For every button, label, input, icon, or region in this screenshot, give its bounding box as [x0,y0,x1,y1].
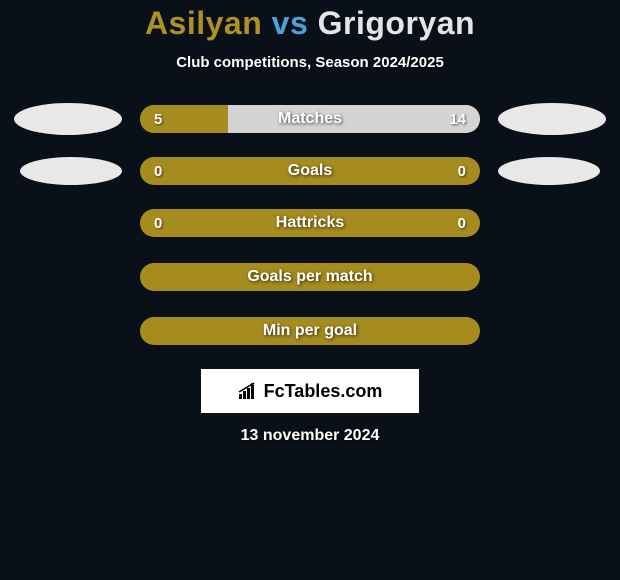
title-player2: Grigoryan [318,5,475,41]
spacer [498,207,606,239]
spacer [498,315,606,347]
stat-label: Min per goal [263,322,357,340]
logo-box: FcTables.com [201,369,419,413]
comparison-bars: 5 Matches 14 0 Goals 0 0 Hattricks 0 Goals per ma… [0,103,620,347]
stat-row: Goals per match [0,261,620,293]
title-player1: Asilyan [145,5,262,41]
stat-value-player2: 0 [458,163,466,180]
date: 13 november 2024 [0,427,620,445]
stat-value-player1: 0 [154,215,162,232]
stat-bar: Goals per match [140,263,480,291]
player2-marker [498,157,600,185]
stat-value-player2: 0 [458,215,466,232]
page-title: Asilyan vs Grigoryan [0,5,620,42]
chart-icon [238,382,260,400]
title-vs: vs [272,5,309,41]
stat-bar: 0 Hattricks 0 [140,209,480,237]
spacer [498,261,606,293]
logo-text: FcTables.com [264,381,383,402]
stat-label: Goals per match [247,268,372,286]
stat-value-player1: 0 [154,163,162,180]
subtitle: Club competitions, Season 2024/2025 [0,54,620,71]
spacer [14,207,122,239]
stat-row: 0 Hattricks 0 [0,207,620,239]
comparison-widget: Asilyan vs Grigoryan Club competitions, … [0,0,620,445]
bar-fill-player2 [228,105,480,133]
stat-row: 0 Goals 0 [0,157,620,185]
stat-label: Matches [278,110,342,128]
stat-bar: Min per goal [140,317,480,345]
spacer [14,261,122,293]
stat-label: Hattricks [276,214,344,232]
stat-bar: 5 Matches 14 [140,105,480,133]
stat-value-player2: 14 [449,111,466,128]
stat-bar: 0 Goals 0 [140,157,480,185]
stat-value-player1: 5 [154,111,162,128]
player2-marker [498,103,606,135]
stat-label: Goals [288,162,332,180]
stat-row: 5 Matches 14 [0,103,620,135]
stat-row: Min per goal [0,315,620,347]
player1-marker [14,103,122,135]
spacer [14,315,122,347]
logo: FcTables.com [238,381,383,402]
player1-marker [20,157,122,185]
